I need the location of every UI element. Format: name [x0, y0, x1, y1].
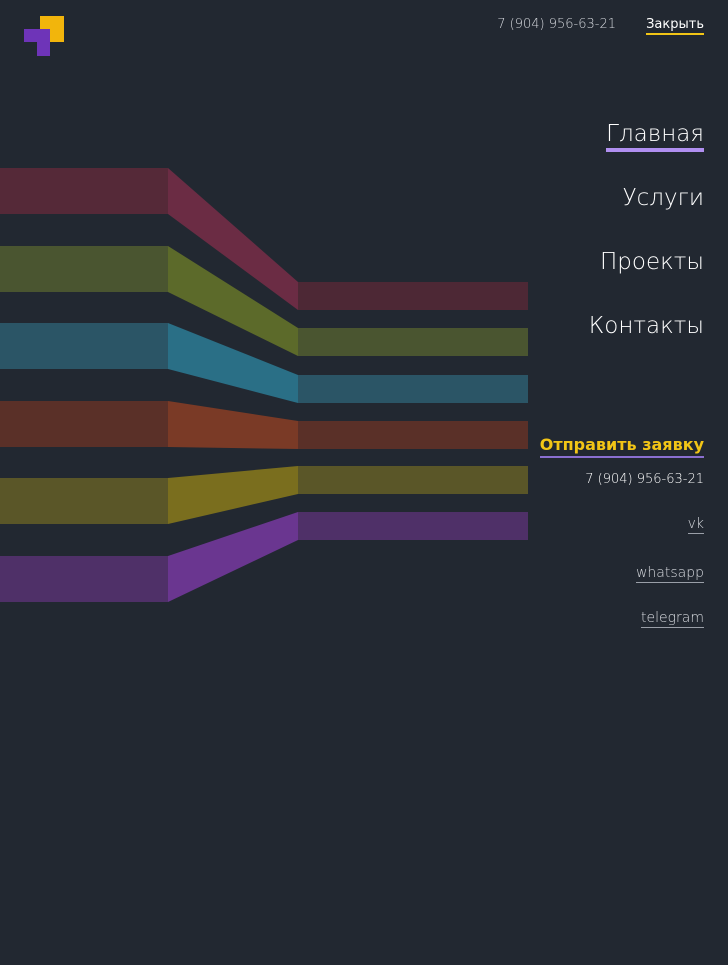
nav-item-services[interactable]: Услуги	[589, 182, 704, 246]
stripe-4-right	[298, 421, 528, 449]
stripe-2-right	[298, 328, 528, 356]
social-link-vk[interactable]: vk	[687, 516, 704, 534]
stripe-1-ramp	[168, 168, 298, 310]
stripe-2-left	[0, 246, 168, 292]
nav-item-home-label: Главная	[606, 121, 704, 152]
contact-phone[interactable]: 7 (904) 956-63-21	[585, 472, 704, 487]
stripe-3-right	[298, 375, 528, 403]
contacts-block: Отправить заявку 7 (904) 956-63-21 vk wh…	[539, 434, 704, 628]
nav-item-contacts-label: Контакты	[588, 313, 704, 339]
stripe-6-right	[298, 512, 528, 540]
stripe-1-left	[0, 168, 168, 214]
social-link-telegram[interactable]: telegram	[641, 610, 704, 628]
stripe-5-ramp	[168, 466, 298, 524]
nav-item-contacts[interactable]: Контакты	[589, 310, 704, 374]
stripe-4-left	[0, 401, 168, 447]
stripe-2-ramp	[168, 246, 298, 356]
stripe-5-left	[0, 478, 168, 524]
nav-item-services-label: Услуги	[622, 185, 704, 211]
stripe-1-right	[298, 282, 528, 310]
nav-item-projects[interactable]: Проекты	[589, 246, 704, 310]
nav-item-home[interactable]: Главная	[589, 118, 704, 182]
decorative-stripes	[0, 168, 528, 602]
stripe-3-ramp	[168, 323, 298, 403]
header-phone[interactable]: 7 (904) 956-63-21	[497, 17, 616, 32]
stripe-4-ramp	[168, 401, 298, 449]
send-request-button[interactable]: Отправить заявку	[539, 434, 704, 458]
stripe-5-right	[298, 466, 528, 494]
stripe-6-ramp	[168, 512, 298, 602]
stripe-3-left	[0, 323, 168, 369]
main-nav: Главная Услуги Проекты Контакты	[589, 118, 704, 374]
close-menu-button[interactable]: Закрыть	[646, 17, 704, 35]
logo-icon[interactable]	[24, 16, 64, 56]
stripe-6-left	[0, 556, 168, 602]
nav-item-projects-label: Проекты	[600, 249, 704, 275]
social-link-whatsapp[interactable]: whatsapp	[635, 565, 704, 583]
